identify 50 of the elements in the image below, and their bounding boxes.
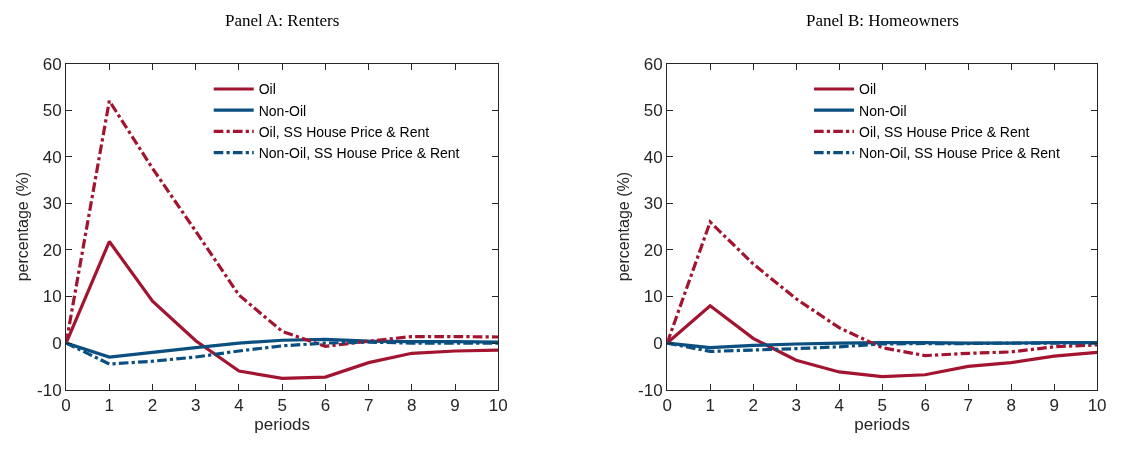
y-tick-label: -10 <box>638 380 663 400</box>
x-tick-label: 5 <box>877 396 887 416</box>
y-tick-label: 0 <box>52 334 62 354</box>
chart-title: Panel A: Renters <box>225 11 340 30</box>
x-tick-label: 8 <box>407 396 417 416</box>
legend-label: Non-Oil, SS House Price & Rent <box>258 145 460 162</box>
x-tick-label: 1 <box>705 396 715 416</box>
x-tick-label: 10 <box>1087 396 1107 416</box>
y-tick-label: 20 <box>643 240 663 260</box>
y-axis-title: percentage (%) <box>614 171 632 282</box>
x-tick-label: 7 <box>363 396 374 416</box>
x-tick-label: 9 <box>450 396 460 416</box>
y-tick-label: 20 <box>42 240 62 260</box>
y-tick-label: 10 <box>643 287 663 307</box>
y-axis-title: percentage (%) <box>13 171 31 282</box>
x-tick-label: 7 <box>963 396 973 416</box>
x-tick-label: 3 <box>191 396 201 416</box>
x-tick-label: 10 <box>488 396 508 416</box>
x-tick-label: 1 <box>104 396 115 416</box>
y-tick-label: 10 <box>42 287 62 307</box>
x-tick-label: 2 <box>748 396 758 416</box>
legend-label: Oil <box>258 81 276 98</box>
y-tick-label: -10 <box>37 380 62 400</box>
y-tick-label: 0 <box>653 334 663 354</box>
y-tick-label: 60 <box>42 54 62 74</box>
x-tick-label: 4 <box>234 396 244 416</box>
x-axis-title: periods <box>854 415 911 435</box>
x-tick-label: 4 <box>834 396 844 416</box>
x-tick-label: 8 <box>1006 396 1016 416</box>
x-axis-title: periods <box>254 415 311 435</box>
y-tick-label: 40 <box>643 147 663 167</box>
legend-label: Non-Oil <box>859 102 907 119</box>
legend-label: Non-Oil, SS House Price & Rent <box>859 145 1060 162</box>
x-tick-label: 9 <box>1049 396 1059 416</box>
x-tick-label: 6 <box>320 396 331 416</box>
y-tick-label: 50 <box>643 101 663 121</box>
legend-label: Non-Oil <box>258 102 307 119</box>
legend-label: Oil, SS House Price & Rent <box>258 123 430 140</box>
y-tick-label: 40 <box>42 147 62 167</box>
x-tick-label: 2 <box>147 396 158 416</box>
legend-label: Oil, SS House Price & Rent <box>859 123 1030 140</box>
y-tick-label: 30 <box>643 194 663 214</box>
x-tick-label: 5 <box>277 396 287 416</box>
y-tick-label: 60 <box>643 54 663 74</box>
y-tick-label: 30 <box>42 194 62 214</box>
legend-label: Oil <box>859 81 877 98</box>
x-tick-label: 6 <box>920 396 930 416</box>
y-tick-label: 50 <box>42 101 62 121</box>
chart-title: Panel B: Homeowners <box>806 11 959 30</box>
x-tick-label: 3 <box>791 396 801 416</box>
